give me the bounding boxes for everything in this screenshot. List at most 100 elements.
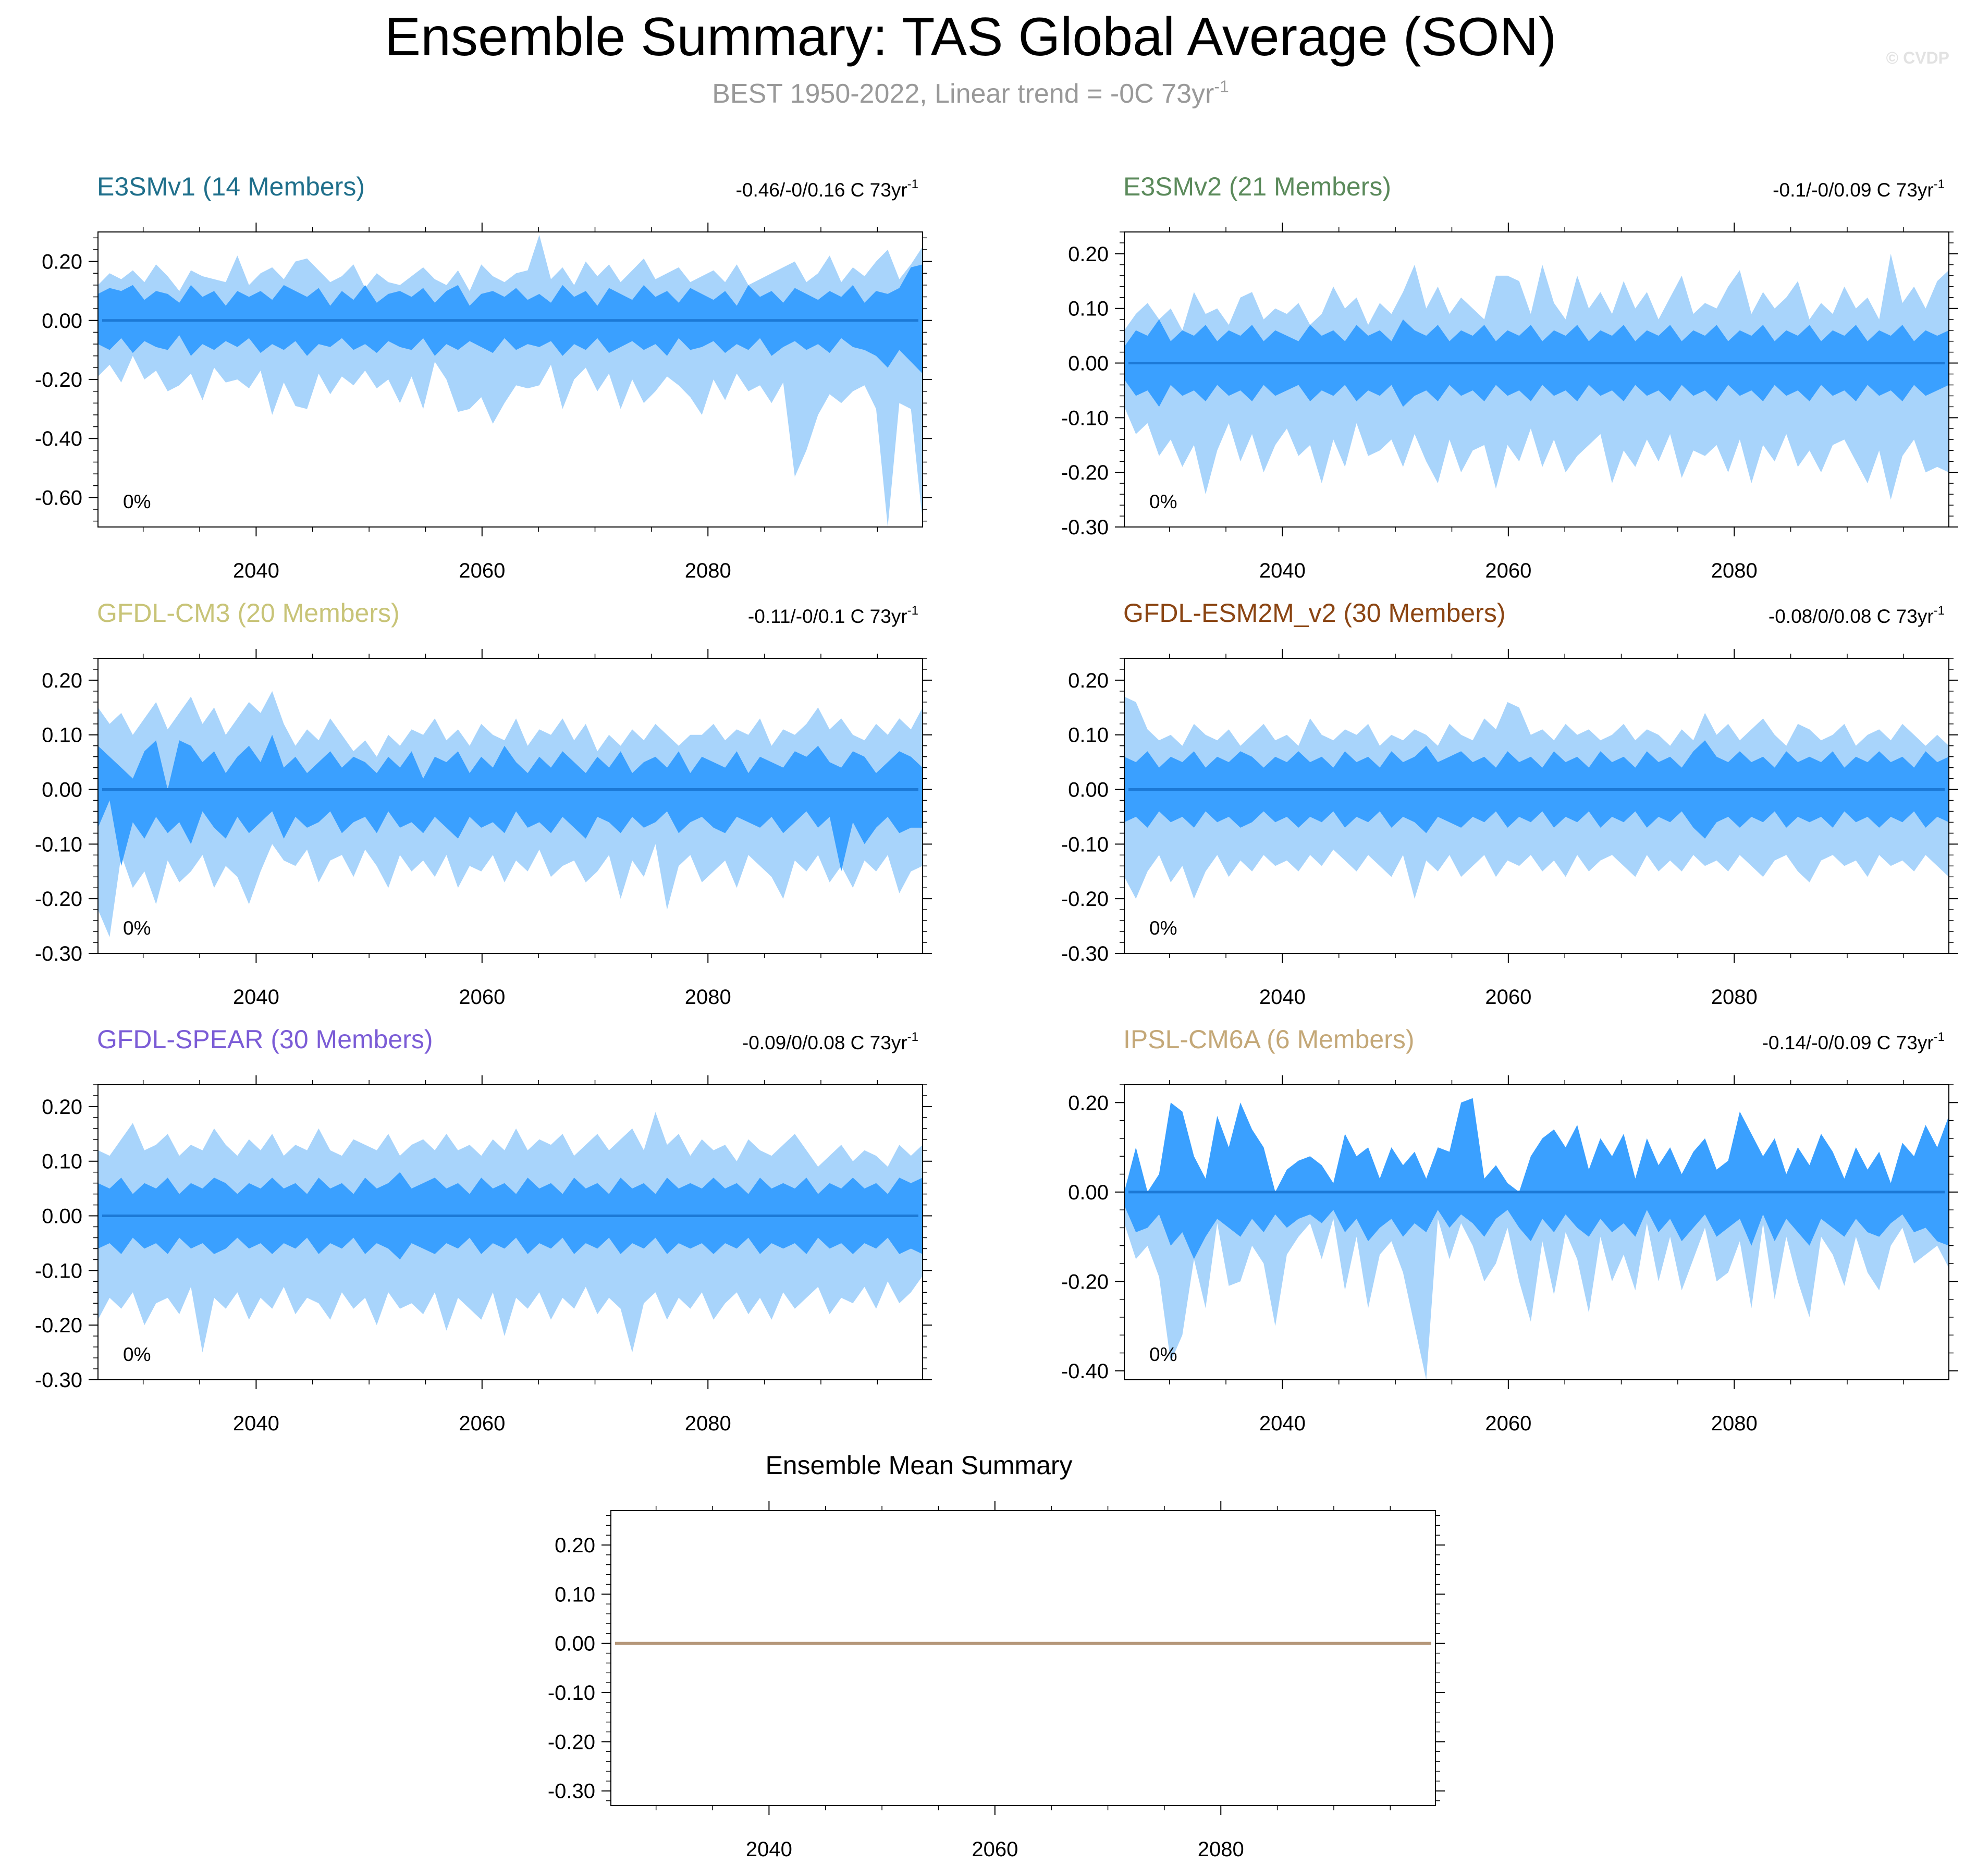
subtitle-text: BEST 1950-2022, Linear trend = -0C 73yr	[712, 79, 1214, 109]
y-tick-label: -0.10	[548, 1682, 595, 1705]
x-tick-label: 2040	[1259, 986, 1306, 1009]
y-tick-label: 0.00	[42, 1205, 82, 1228]
x-tick-label: 2060	[459, 986, 505, 1009]
panel-title: GFDL-SPEAR (30 Members)	[97, 1025, 433, 1054]
y-tick-label: -0.20	[35, 1314, 82, 1337]
y-tick-label: 0.20	[42, 669, 82, 692]
panels: 0.20 0.00 -0.20 -0.40 -0.60 2040 2060 2080 E3SMv…	[35, 172, 1958, 1861]
x-tick-label: 2040	[233, 559, 279, 582]
y-tick-label: 0.00	[555, 1633, 595, 1656]
y-tick-label: -0.30	[35, 1369, 82, 1392]
plot-frame	[97, 658, 923, 954]
y-tick-label: 0.20	[42, 1096, 82, 1119]
y-tick-label: -0.40	[1061, 1360, 1109, 1383]
y-tick-label: -0.20	[35, 888, 82, 911]
y-tick-label: 0.00	[42, 310, 82, 333]
chart-panel-1: 0.20 0.00 -0.20 -0.40 -0.60 2040 2060 2080 E3SMv…	[35, 172, 932, 582]
trend-label-sup: -1	[1934, 604, 1945, 618]
y-tick-label: 0.00	[42, 779, 82, 802]
x-tick-label: 2080	[1711, 986, 1758, 1009]
trend-label: -0.11/-0/0.1 C 73yr-1	[748, 604, 918, 627]
x-tick-label: 2060	[972, 1838, 1018, 1861]
y-tick-label: 0.00	[1068, 1181, 1109, 1204]
series-band-2	[1124, 1098, 1949, 1259]
percent-label: 0%	[1149, 917, 1177, 939]
x-tick-label: 2060	[1485, 986, 1531, 1009]
chart-panel-7: 0.20 0.10 0.00 -0.10 -0.20 -0.30 2040 2060 2080 E…	[548, 1451, 1445, 1861]
x-tick-label: 2080	[685, 986, 731, 1009]
plot-data	[1124, 1098, 1949, 1380]
trend-label-text: -0.46/-0/0.16 C 73yr	[736, 179, 907, 201]
panel-title: IPSL-CM6A (6 Members)	[1123, 1025, 1414, 1054]
series-band-2	[98, 264, 923, 374]
y-tick-label: -0.40	[35, 427, 82, 450]
chart-panel-5: 0.20 0.10 0.00 -0.10 -0.20 -0.30 2040 2060 2080 G…	[35, 1025, 932, 1435]
panel-title: GFDL-CM3 (20 Members)	[97, 598, 400, 628]
watermark: © CVDP	[1886, 48, 1949, 67]
percent-label: 0%	[123, 917, 151, 939]
y-tick-label: 0.20	[1068, 243, 1109, 266]
panel-title: E3SMv1 (14 Members)	[97, 172, 365, 201]
trend-label: -0.46/-0/0.16 C 73yr-1	[736, 177, 918, 201]
trend-label-sup: -1	[907, 177, 918, 191]
plot-data	[98, 1112, 923, 1353]
trend-label-text: -0.08/0/0.08 C 73yr	[1769, 606, 1934, 627]
y-tick-label: -0.30	[1061, 942, 1109, 965]
plot-data	[1124, 696, 1949, 899]
percent-label: 0%	[123, 1344, 151, 1365]
trend-label: -0.14/-0/0.09 C 73yr-1	[1762, 1030, 1945, 1053]
plot-data	[98, 691, 923, 937]
x-tick-label: 2060	[1485, 1412, 1531, 1435]
chart-panel-2: 0.20 0.10 0.00 -0.10 -0.20 -0.30 2040 2060 2080 E…	[1061, 172, 1958, 582]
plot-frame	[1124, 658, 1949, 954]
main-title: Ensemble Summary: TAS Global Average (SO…	[385, 7, 1556, 67]
y-tick-label: 0.00	[1068, 352, 1109, 375]
plot-frame	[1124, 1084, 1949, 1380]
y-tick-label: 0.20	[555, 1534, 595, 1557]
y-tick-label: 0.10	[1068, 298, 1109, 321]
y-tick-label: -0.20	[1061, 461, 1109, 484]
y-tick-label: -0.60	[35, 486, 82, 509]
x-tick-label: 2080	[685, 559, 731, 582]
y-tick-label: -0.30	[35, 942, 82, 965]
trend-label-sup: -1	[907, 604, 918, 618]
trend-label-text: -0.11/-0/0.1 C 73yr	[748, 606, 907, 627]
trend-label-sup: -1	[1934, 1030, 1945, 1044]
y-tick-label: -0.20	[35, 369, 82, 391]
percent-label: 0%	[1149, 1344, 1177, 1365]
trend-label-text: -0.09/0/0.08 C 73yr	[742, 1032, 907, 1053]
chart-panel-4: 0.20 0.10 0.00 -0.10 -0.20 -0.30 2040 2060 2080 G…	[1061, 598, 1958, 1009]
x-tick-label: 2060	[1485, 559, 1531, 582]
percent-label: 0%	[1149, 491, 1177, 512]
y-tick-label: 0.10	[42, 724, 82, 747]
trend-label: -0.08/0/0.08 C 73yr-1	[1769, 604, 1945, 627]
y-tick-label: 0.20	[1068, 669, 1109, 692]
chart-panel-6: 0.20 0.00 -0.20 -0.40 2040 2060 2080 IPSL-CM6A …	[1061, 1025, 1958, 1435]
trend-label-text: -0.1/-0/0.09 C 73yr	[1773, 179, 1933, 201]
y-tick-label: 0.10	[1068, 724, 1109, 747]
y-tick-label: -0.20	[1061, 1270, 1109, 1293]
x-tick-label: 2080	[1198, 1838, 1244, 1861]
y-tick-label: 0.20	[1068, 1092, 1109, 1114]
trend-label-text: -0.14/-0/0.09 C 73yr	[1762, 1032, 1934, 1053]
plot-data	[98, 235, 923, 527]
subtitle-sup: -1	[1214, 77, 1229, 96]
plot-frame	[610, 1510, 1436, 1806]
y-tick-label: -0.10	[1061, 833, 1109, 856]
series-band-1	[98, 235, 923, 527]
plot-data	[1124, 253, 1949, 500]
x-tick-label: 2040	[1259, 559, 1306, 582]
y-tick-label: -0.30	[548, 1780, 595, 1803]
y-tick-label: 0.10	[42, 1150, 82, 1173]
trend-label: -0.1/-0/0.09 C 73yr-1	[1773, 177, 1945, 201]
y-tick-label: -0.30	[1061, 516, 1109, 539]
percent-label: 0%	[123, 491, 151, 512]
y-tick-label: 0.00	[1068, 779, 1109, 802]
series-band-2	[98, 734, 923, 872]
trend-label-sup: -1	[1934, 177, 1945, 191]
chart-panel-3: 0.20 0.10 0.00 -0.10 -0.20 -0.30 2040 2060 2080 G…	[35, 598, 932, 1009]
y-tick-label: -0.10	[35, 1259, 82, 1282]
subtitle: BEST 1950-2022, Linear trend = -0C 73yr-…	[712, 77, 1229, 109]
x-tick-label: 2040	[233, 986, 279, 1009]
